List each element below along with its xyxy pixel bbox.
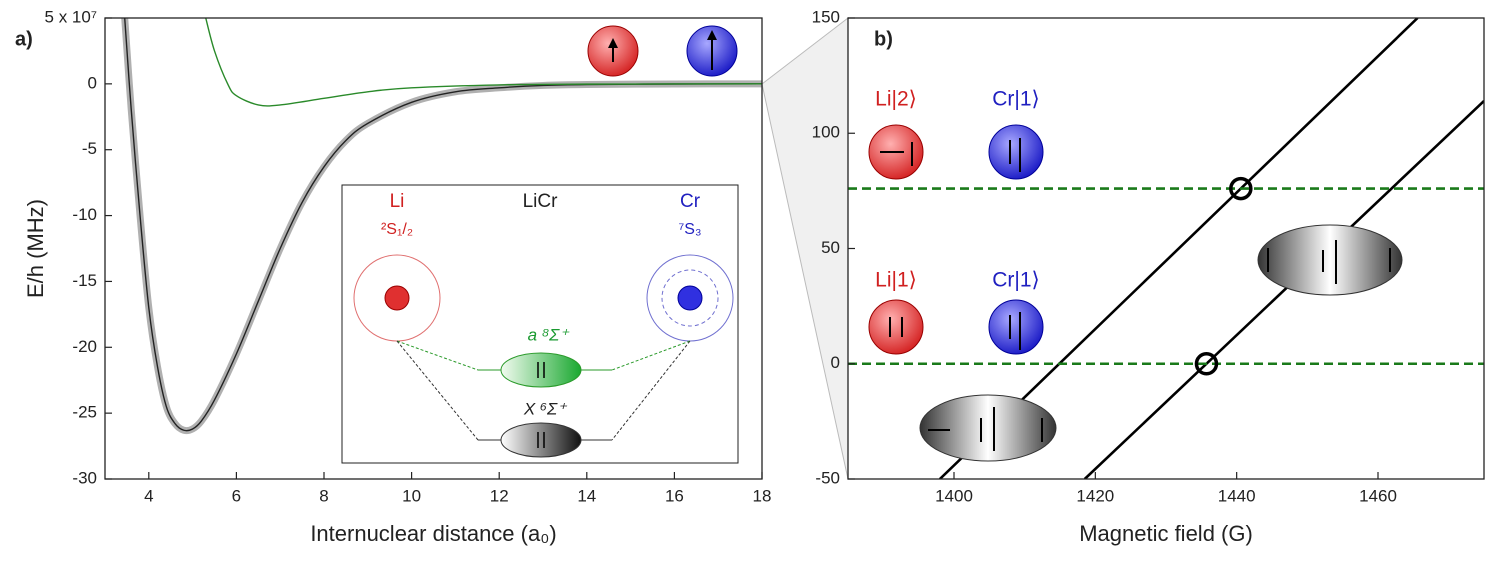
y-tick-label: 5 x 10⁷ [45,7,97,26]
panel-a: 4 6 8 10 12 14 16 18 -30 -25 -20 -15 -10 -5 0 5 x 10⁷ In… [15,7,771,545]
molecule [919,394,1057,462]
y-tick-label: 0 [88,73,97,92]
y-tick-label: -30 [72,468,97,487]
panel-label: b) [874,28,893,50]
x-tick-label: 4 [144,486,153,505]
annotation: a ⁸Σ⁺ [528,325,571,344]
cr-core [677,285,703,311]
x-tick-label: 10 [402,486,421,505]
singlet-link [396,340,691,441]
x-tick-label: 6 [232,486,241,505]
x-axis-label: Internuclear distance (a₀) [310,521,556,546]
inset: Li ²S₁/₂ LiCr Cr ⁷S₃ a ⁸Σ⁺ X ⁶Σ⁺ [341,184,739,464]
li-core [384,285,410,311]
series-line [205,18,762,107]
resonance-marker [1194,352,1219,376]
cr-inner-orbit [661,269,719,327]
annotation: Cr [680,191,701,212]
annotation: Li|2⟩ [875,88,917,111]
annotation: LiCr [523,191,559,212]
series-line [1083,100,1484,479]
annotation: ⁷S₃ [679,221,702,238]
series-line [124,18,762,432]
spin-icons-b: Li|2⟩ Cr|1⟩ Li|1⟩ Cr|1⟩ [868,88,1403,462]
y-axis-label: E/h (MHz) [23,199,48,298]
x-tick-label: 8 [319,486,328,505]
spin-icons-a [587,25,738,77]
triplet-link [396,340,691,371]
annotation: X ⁶Σ⁺ [523,399,568,418]
annotation: Li [390,191,405,212]
x-tick-label: 1400 [935,486,973,505]
y-tick-label: -20 [72,337,97,356]
li-sphere [868,299,924,355]
y-tick-label: 150 [812,7,840,26]
x-axis-label: Magnetic field (G) [1079,521,1253,546]
cr-sphere [988,299,1044,355]
x-tick-label: 14 [577,486,596,505]
cr-sphere [988,124,1044,180]
x-state [500,422,582,458]
x-tick-label: 12 [490,486,509,505]
plot-area [121,18,762,435]
x-tick-label: 18 [753,486,772,505]
y-tick-label: -10 [72,205,97,224]
spin-arrows [537,362,545,448]
resonance-marker [1229,176,1253,201]
x-tick-label: 16 [665,486,684,505]
y-tick-label: -5 [82,139,97,158]
y-tick-label: 50 [821,238,840,257]
annotation: Cr|1⟩ [992,88,1040,111]
x-tick-label: 1440 [1218,486,1256,505]
annotation: ²S₁/₂ [381,221,413,238]
spin-arrows [880,138,1391,451]
y-tick-label: 100 [812,123,840,142]
annotation: Li|1⟩ [875,269,917,292]
a-state [500,352,582,388]
y-tick-label: -25 [72,403,97,422]
annotation: Cr|1⟩ [992,269,1040,292]
x-tick-label: 1460 [1359,486,1397,505]
y-tick-label: 0 [831,353,840,372]
x-tick-label: 1420 [1076,486,1114,505]
y-tick-label: -50 [815,468,840,487]
inset-box [341,184,739,464]
y-tick-label: -15 [72,271,97,290]
panel-b: 1400 1420 1440 1460 -50 0 50 100 150 Magnetic fie… [812,7,1485,546]
axes-frame [104,17,763,480]
panel-label: a) [15,28,33,50]
molecule [1257,224,1403,296]
